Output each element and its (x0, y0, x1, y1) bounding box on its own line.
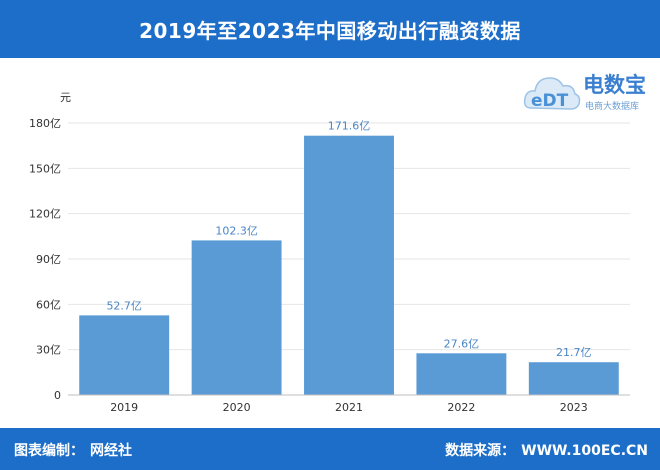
logo: eDT 电数宝 电商大数据库 (523, 62, 658, 122)
data-label: 27.6亿 (444, 337, 480, 350)
x-tick-label: 2023 (560, 401, 588, 414)
footer-source: 数据来源： WWW.100EC.CN (445, 440, 648, 460)
bar-2022 (416, 353, 507, 395)
y-tick-label: 150亿 (29, 162, 61, 175)
data-labels: 52.7亿 102.3亿 171.6亿 27.6亿 21.7亿 (106, 120, 591, 360)
cloud-logo-icon: eDT 电数宝 电商大数据库 (523, 73, 646, 112)
data-label: 171.6亿 (328, 120, 371, 133)
logo-name: 电数宝 (583, 73, 646, 97)
x-tick-label: 2019 (110, 401, 138, 414)
chart-title: 2019年至2023年中国移动出行融资数据 (139, 18, 521, 43)
bars (79, 135, 619, 395)
logo-subtitle: 电商大数据库 (585, 100, 639, 112)
logo-mark: eDT (531, 91, 569, 111)
y-tick-label: 60亿 (36, 298, 61, 311)
author-label: 图表编制： (14, 443, 84, 459)
bar-chart: 0 30亿 60亿 90亿 120亿 150亿 180亿 52.7亿 102.3亿 171.6亿… (29, 91, 630, 414)
bar-2020 (191, 240, 282, 395)
source-value: WWW.100EC.CN (521, 443, 648, 459)
bar-2023 (528, 362, 619, 395)
y-tick-label: 120亿 (29, 208, 61, 221)
footer-banner: 图表编制： 网经社 数据来源： WWW.100EC.CN (0, 428, 660, 470)
author-value: 网经社 (90, 443, 132, 459)
bar-2019 (79, 315, 170, 395)
x-tick-label: 2022 (447, 401, 475, 414)
bar-2021 (304, 135, 394, 395)
x-tick-label: 2020 (223, 401, 251, 414)
footer-author: 图表编制： 网经社 (14, 440, 132, 460)
source-label: 数据来源： (445, 443, 516, 459)
y-tick-label: 0 (54, 389, 61, 402)
data-label: 102.3亿 (215, 224, 258, 237)
y-tick-label: 180亿 (29, 117, 61, 130)
x-tick-label: 2021 (335, 401, 363, 414)
y-axis-unit-label: 元 (60, 91, 71, 104)
y-tick-label: 30亿 (36, 344, 61, 357)
x-axis-ticks: 2019 2020 2021 2022 2023 (110, 401, 588, 414)
y-tick-label: 90亿 (36, 253, 61, 266)
data-label: 52.7亿 (106, 299, 142, 312)
chart-title-banner: 2019年至2023年中国移动出行融资数据 (0, 0, 660, 58)
data-label: 21.7亿 (556, 346, 592, 359)
y-axis-ticks: 0 30亿 60亿 90亿 120亿 150亿 180亿 (29, 117, 61, 402)
